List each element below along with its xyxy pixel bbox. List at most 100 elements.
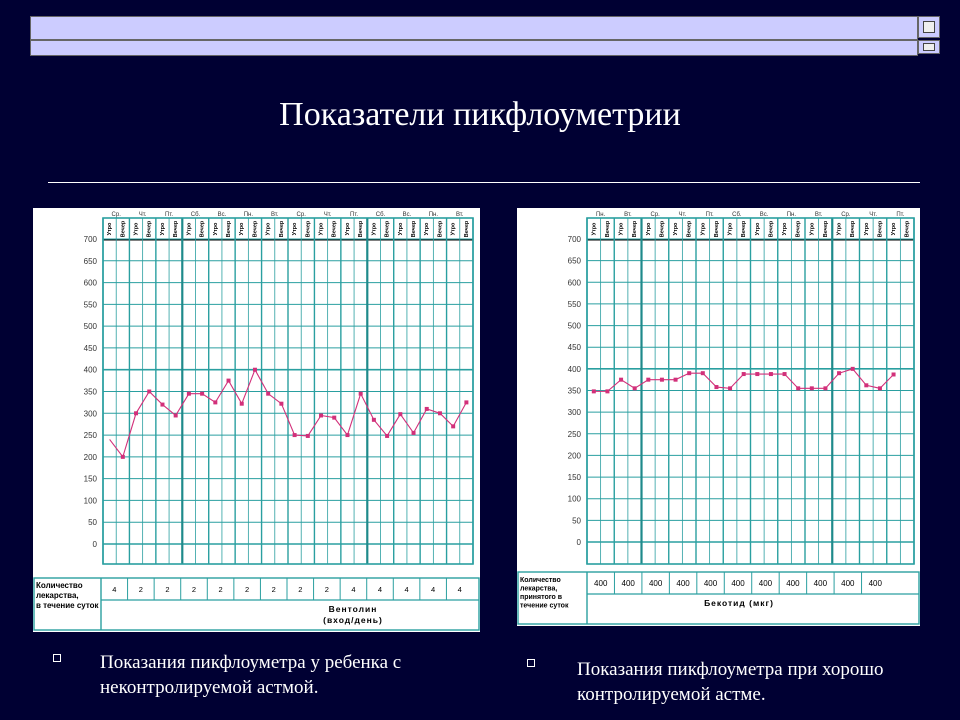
data-point: [266, 391, 271, 396]
day-label: Пт.: [165, 212, 173, 218]
drug-label: (вход/день): [323, 615, 383, 625]
column-label: Вечер: [173, 220, 179, 237]
y-tick-label: 100: [84, 496, 98, 505]
day-label: Пн.: [787, 212, 797, 218]
y-tick-label: 450: [84, 344, 98, 353]
title-bar-strip-top: [30, 16, 918, 40]
bullet-icon: [527, 659, 535, 667]
footer-label: лекарства,: [520, 586, 557, 593]
column-label: Вечер: [659, 220, 665, 237]
day-label: Сб.: [191, 212, 201, 218]
data-point: [279, 401, 284, 406]
data-point: [659, 377, 664, 382]
column-label: Вечер: [147, 220, 153, 237]
day-label: Пт.: [706, 212, 714, 218]
day-label: Вс.: [760, 212, 769, 218]
footer-label: Количество: [520, 577, 561, 584]
dose-value: 400: [594, 579, 608, 588]
day-label: Ср.: [297, 212, 307, 218]
y-tick-label: 550: [84, 300, 98, 309]
day-label: Ср.: [112, 212, 122, 218]
data-point: [345, 433, 350, 438]
column-label: Вечер: [385, 220, 391, 237]
column-label: Вечер: [358, 220, 364, 237]
data-point: [332, 415, 337, 420]
data-point: [768, 372, 773, 377]
column-label: Утро: [646, 222, 652, 235]
column-label: Утро: [451, 222, 457, 235]
dose-value: 4: [404, 585, 408, 594]
y-tick-label: 500: [84, 322, 98, 331]
column-label: Утро: [213, 222, 219, 235]
data-point: [451, 424, 456, 429]
column-label: Утро: [266, 222, 272, 235]
dose-value: 400: [676, 579, 690, 588]
column-label: Вечер: [768, 220, 774, 237]
column-label: Вечер: [200, 220, 206, 237]
column-label: Вечер: [796, 220, 802, 237]
y-tick-label: 50: [88, 518, 97, 527]
data-point: [823, 386, 828, 391]
dose-value: 4: [431, 585, 435, 594]
y-tick-label: 300: [568, 408, 582, 417]
y-tick-label: 50: [572, 516, 581, 525]
data-point: [809, 386, 814, 391]
column-label: Вечер: [437, 220, 443, 237]
y-tick-label: 0: [577, 538, 582, 547]
y-tick-label: 100: [568, 495, 582, 504]
y-tick-label: 600: [84, 279, 98, 288]
dose-value: 4: [112, 585, 116, 594]
title-divider: [48, 182, 920, 183]
dose-value: 400: [731, 579, 745, 588]
column-label: Утро: [809, 222, 815, 235]
dose-value: 2: [245, 585, 249, 594]
y-tick-label: 200: [568, 451, 582, 460]
data-point: [755, 372, 760, 377]
dose-value: 2: [325, 585, 329, 594]
y-tick-label: 500: [568, 322, 582, 331]
y-tick-label: 250: [84, 431, 98, 440]
day-label: Вс.: [403, 212, 412, 218]
column-label: Вечер: [279, 220, 285, 237]
y-tick-label: 700: [568, 235, 582, 244]
column-label: Утро: [755, 222, 761, 235]
data-point: [646, 377, 651, 382]
data-point: [877, 386, 882, 391]
day-label: Сб.: [732, 212, 742, 218]
slide-title-bar: [30, 16, 940, 56]
chart-panel-left: Ср. Чт. Пт. Сб. Вс. Пн. Вт. Ср. Чт. Пт. Сб. Вс. Пн. В…: [33, 208, 480, 632]
data-point: [226, 378, 231, 383]
y-tick-label: 600: [568, 278, 582, 287]
window-box-small-icon: [918, 40, 940, 54]
dose-value: 2: [272, 585, 276, 594]
data-point: [728, 386, 733, 391]
data-point: [134, 411, 139, 416]
column-label: Утро: [673, 222, 679, 235]
footer-table: [517, 571, 920, 625]
y-tick-label: 400: [84, 366, 98, 375]
column-label: Утро: [864, 222, 870, 235]
series-line: [109, 368, 467, 459]
window-box-icon: [918, 16, 940, 38]
data-point: [619, 377, 624, 382]
data-point: [673, 377, 678, 382]
data-point: [632, 386, 637, 391]
column-label: Утро: [239, 222, 245, 235]
data-point: [464, 400, 469, 405]
dose-value: 2: [165, 585, 169, 594]
column-label: Вечер: [332, 220, 338, 237]
data-point: [200, 391, 205, 396]
y-tick-label: 200: [84, 453, 98, 462]
data-point: [213, 400, 218, 405]
day-label: Чт.: [869, 212, 877, 218]
column-label: Утро: [424, 222, 430, 235]
y-tick-label: 400: [568, 365, 582, 374]
caption-left: Показания пикфлоуметра у ребенка с некон…: [100, 652, 402, 698]
chart-panel-right: Пн. Вт. Ср. Чт. Пт. Сб. Вс. Пн. Вт. Ср. Чт. Пт. Утро…: [517, 208, 920, 626]
data-point: [319, 413, 324, 418]
data-point: [371, 417, 376, 422]
column-label: Утро: [782, 222, 788, 235]
box-inner-small-icon: [923, 43, 935, 51]
data-point: [239, 401, 244, 406]
y-tick-label: 650: [84, 257, 98, 266]
